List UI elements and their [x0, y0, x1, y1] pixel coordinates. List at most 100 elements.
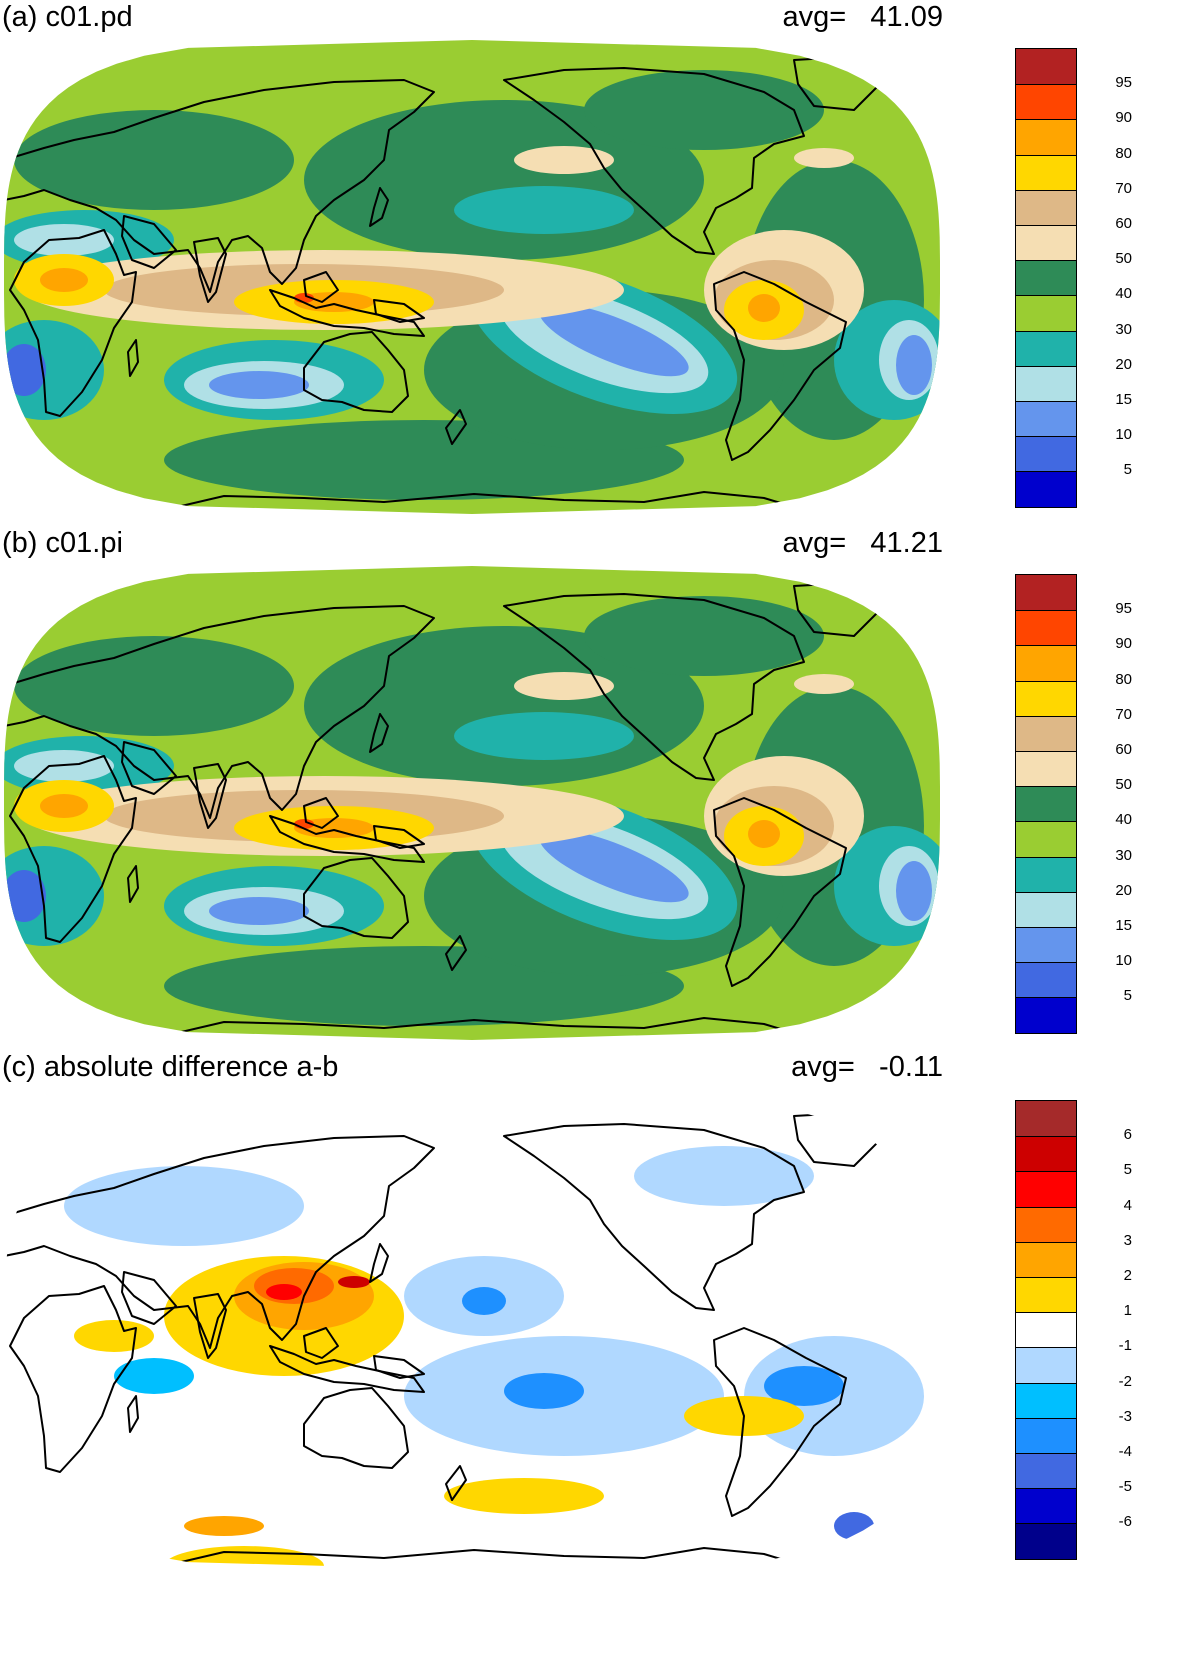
colorbar-swatch — [1016, 471, 1076, 507]
map-pd — [4, 40, 940, 514]
colorbar-swatch — [1016, 1241, 1076, 1277]
field-region — [539, 303, 689, 377]
coastline — [373, 299, 425, 323]
coastline — [193, 237, 227, 303]
coastline — [713, 271, 847, 461]
field-region — [539, 829, 689, 903]
coastline — [127, 1395, 139, 1433]
panel-title: (b) c01.pi — [2, 527, 123, 559]
colorbar-swatch — [1016, 1488, 1076, 1524]
coastline — [303, 331, 409, 413]
colorbar-box — [1015, 1100, 1077, 1560]
colorbar-label: 50 — [1115, 776, 1132, 794]
coastline — [127, 865, 139, 903]
colorbar-swatch — [1016, 1136, 1076, 1172]
field-region — [462, 1287, 506, 1315]
coastline — [121, 1271, 177, 1325]
coastline — [303, 1327, 339, 1359]
colorbar-label: -6 — [1118, 1513, 1132, 1531]
avg-value: 41.09 — [870, 1, 943, 33]
field-region — [209, 371, 309, 399]
coastlines — [4, 581, 885, 1037]
field-region — [4, 344, 46, 396]
avg-label: avg= — [791, 1051, 855, 1083]
colorbar-swatch — [1016, 1101, 1076, 1137]
field-region — [4, 870, 46, 922]
colorbar-swatch — [1016, 1417, 1076, 1453]
colorbar-swatch — [1016, 575, 1076, 611]
map-pi — [4, 566, 940, 1040]
colorbar-swatch — [1016, 645, 1076, 681]
coastline — [269, 815, 425, 863]
colorbar-label: 10 — [1115, 952, 1132, 970]
colorbar-label: -5 — [1118, 1478, 1132, 1496]
map-field — [4, 1096, 940, 1570]
colorbar-swatch — [1016, 1347, 1076, 1383]
colorbar-swatch — [1016, 84, 1076, 120]
map-diff — [4, 1096, 940, 1570]
coastline — [713, 797, 847, 987]
colorbar-swatch — [1016, 962, 1076, 998]
colorbar-box — [1015, 574, 1077, 1034]
field-region — [209, 897, 309, 925]
avg-value: 41.21 — [870, 527, 943, 559]
colorbar-label: 95 — [1115, 74, 1132, 92]
field-region — [514, 146, 614, 174]
colorbar-label: 60 — [1115, 741, 1132, 758]
coastline — [303, 271, 339, 303]
colorbar-swatch — [1016, 856, 1076, 892]
colorbar-label: 3 — [1123, 1231, 1132, 1249]
colorbar-label: -4 — [1118, 1443, 1132, 1460]
colorbar-swatch — [1016, 154, 1076, 190]
colorbar-swatch — [1016, 436, 1076, 472]
colorbar-label: 70 — [1115, 179, 1132, 197]
colorbar-swatch — [1016, 225, 1076, 261]
field-region — [14, 636, 294, 736]
coastline — [713, 1327, 847, 1517]
avg-label: avg= — [782, 527, 847, 559]
colorbar-swatch — [1016, 610, 1076, 646]
colorbar-label: 80 — [1115, 670, 1132, 688]
coastline — [9, 229, 137, 417]
field-region — [184, 1516, 264, 1536]
colorbar-swatch — [1016, 260, 1076, 296]
colorbar-label: 2 — [1123, 1267, 1132, 1284]
colorbar-label: 60 — [1115, 215, 1132, 232]
colorbar-swatch — [1016, 119, 1076, 155]
coastline — [369, 187, 389, 227]
colorbar-label: 5 — [1123, 1161, 1132, 1179]
colorbar-swatch — [1016, 1523, 1076, 1559]
field-region — [634, 1146, 814, 1206]
colorbar-box — [1015, 48, 1077, 508]
panel-title: (c) absolute difference a-b — [2, 1051, 339, 1083]
colorbar-swatch — [1016, 1277, 1076, 1313]
coastline — [4, 79, 435, 293]
colorbar-swatch — [1016, 927, 1076, 963]
field-region — [896, 335, 932, 395]
colorbar-label: 20 — [1115, 881, 1132, 899]
coastline — [369, 1243, 389, 1283]
field-region — [114, 1358, 194, 1394]
coastlines — [4, 1111, 885, 1567]
colorbar-label: 70 — [1115, 705, 1132, 723]
coastline — [9, 755, 137, 943]
coastline — [121, 215, 177, 269]
colorbar-label: 15 — [1115, 917, 1132, 934]
colorbar-label: 5 — [1123, 987, 1132, 1005]
coastline — [445, 1465, 467, 1501]
panel-b: (b) c01.pi avg= 41.21 95 90 80 70 60 50 40 30 20… — [0, 526, 1183, 1046]
field-region — [454, 186, 634, 234]
coastline — [369, 713, 389, 753]
colorbar-swatch — [1016, 680, 1076, 716]
colorbar-swatch — [1016, 997, 1076, 1033]
coastline — [193, 763, 227, 829]
colorbar-swatch — [1016, 751, 1076, 787]
field-region — [584, 70, 824, 150]
colorbar-swatch — [1016, 1382, 1076, 1418]
field-region — [794, 674, 854, 694]
colorbar-swatch — [1016, 786, 1076, 822]
panel-c: (c) absolute difference a-b avg= -0.11 6… — [0, 1050, 1183, 1677]
colorbar-label: 20 — [1115, 355, 1132, 373]
field-region — [454, 712, 634, 760]
colorbar-label: 5 — [1123, 461, 1132, 479]
